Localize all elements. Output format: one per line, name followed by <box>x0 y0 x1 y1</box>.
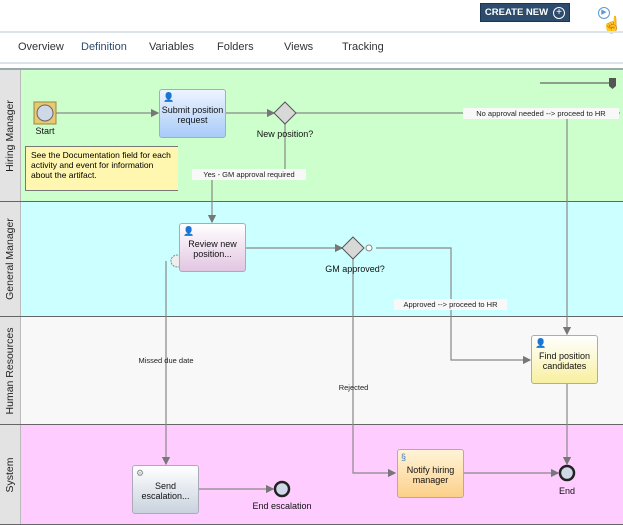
lane-general-manager: General Manager <box>0 202 623 317</box>
end-event <box>558 464 576 482</box>
user-icon: 👤 <box>183 226 195 236</box>
plus-circle-icon: + <box>553 6 566 19</box>
task-review-position[interactable]: 👤 Review new position... <box>179 223 246 272</box>
gateway-label: New position? <box>256 129 314 139</box>
task-find-candidates[interactable]: 👤 Find position candidates <box>531 335 598 384</box>
flow-label: Yes - GM approval required <box>192 169 306 180</box>
tab-folders[interactable]: Folders <box>217 41 254 53</box>
flow-label: Approved --> proceed to HR <box>394 299 507 310</box>
task-send-escalation[interactable]: ⚙ Send escalation... <box>132 465 199 514</box>
tab-overview[interactable]: Overview <box>18 41 64 53</box>
task-label: Notify hiring manager <box>406 465 455 485</box>
script-icon: § <box>401 452 407 462</box>
lane-human-resources: Human Resources <box>0 317 623 425</box>
task-label: Find position candidates <box>538 351 591 371</box>
start-event <box>36 104 54 122</box>
tab-variables[interactable]: Variables <box>149 41 195 53</box>
user-icon: 👤 <box>535 338 547 348</box>
task-label: Review new position... <box>188 239 237 259</box>
tab-views[interactable]: Views <box>284 41 314 53</box>
hand-cursor-icon: ☝ <box>602 17 622 34</box>
lane-system: System <box>0 425 623 525</box>
gateway-new-position <box>273 101 297 125</box>
end-escalation-event <box>273 480 291 498</box>
gateway-label: GM approved? <box>325 264 385 274</box>
task-label: Send escalation... <box>141 481 190 501</box>
flow-label: No approval needed --> proceed to HR <box>463 108 619 119</box>
end-marker-icon <box>609 78 616 89</box>
gears-icon: ⚙ <box>136 468 145 478</box>
flow-label: Rejected <box>338 383 369 392</box>
task-notify-manager[interactable]: § Notify hiring manager <box>397 449 464 498</box>
gateway-gm-approved <box>341 236 365 260</box>
task-label: Submit position request <box>161 105 224 125</box>
tab-tracking[interactable]: Tracking <box>342 41 384 53</box>
flow-label: Missed due date <box>138 356 194 365</box>
play-circle-icon[interactable]: ▶ <box>598 7 610 19</box>
start-label: Start <box>35 126 55 136</box>
create-new-button[interactable]: CREATE NEW + <box>480 3 570 22</box>
create-new-label: CREATE NEW <box>484 7 549 18</box>
divider <box>0 31 623 33</box>
tab-definition[interactable]: Definition <box>81 41 127 53</box>
task-submit-position[interactable]: 👤 Submit position request <box>159 89 226 138</box>
end-label: End <box>558 486 576 496</box>
user-icon: 👤 <box>163 92 175 102</box>
end-escalation-label: End escalation <box>252 501 312 511</box>
annotation-note: See the Documentation field for each act… <box>25 146 178 191</box>
divider <box>0 62 623 64</box>
